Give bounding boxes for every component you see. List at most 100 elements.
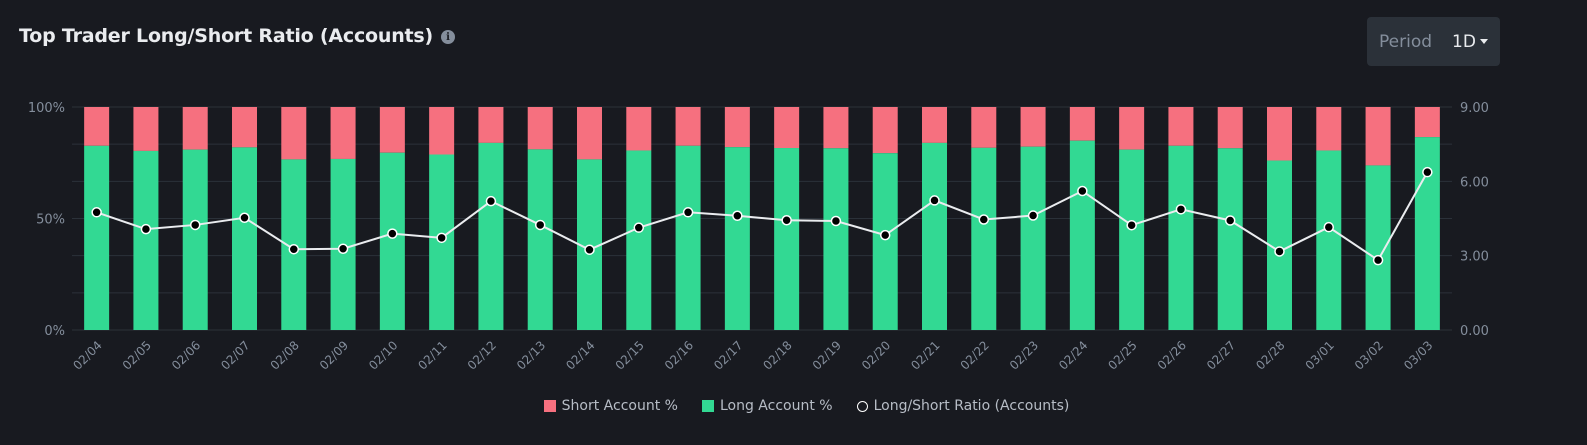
ratio-point <box>140 223 152 235</box>
bar-long <box>823 148 849 330</box>
legend-label-short: Short Account % <box>561 398 678 414</box>
x-tick-label: 02/26 <box>1155 338 1189 372</box>
bar-short <box>281 107 307 160</box>
bar-long <box>1414 137 1440 330</box>
bar-short <box>1168 107 1194 146</box>
x-tick-label: 02/25 <box>1105 338 1139 372</box>
bar-short <box>1069 107 1095 141</box>
ratio-point <box>1126 219 1137 231</box>
bar-short <box>724 107 750 148</box>
bar-short <box>232 107 257 148</box>
chart-title: Top Trader Long/Short Ratio (Accounts) <box>19 25 434 47</box>
period-selector[interactable]: Period 1D <box>1367 17 1500 66</box>
bar-short <box>429 107 455 155</box>
ratio-point <box>1422 166 1433 178</box>
x-tick-label: 02/06 <box>169 338 203 372</box>
ratio-point <box>879 229 891 241</box>
ratio-point <box>534 219 546 231</box>
ratio-point <box>1027 210 1039 221</box>
y-left-tick-label: 100% <box>28 101 65 116</box>
x-tick-label: 02/08 <box>268 338 302 372</box>
ratio-point <box>732 210 743 222</box>
chart-header: Top Trader Long/Short Ratio (Accounts) i <box>19 25 456 47</box>
y-right-tick-label: 9.00 <box>1460 101 1489 116</box>
info-icon[interactable]: i <box>441 30 456 44</box>
y-right-tick-label: 3.00 <box>1460 250 1489 265</box>
ratio-point <box>1077 185 1088 197</box>
ratio-line <box>96 171 1429 262</box>
bar-short <box>1217 107 1243 149</box>
bar-short <box>330 107 356 159</box>
ratio-point <box>485 195 497 207</box>
ratio-point <box>387 228 398 239</box>
bar-long <box>84 145 110 330</box>
bar-long <box>1316 150 1342 330</box>
legend-item-ratio[interactable]: Long/Short Ratio (Accounts) <box>856 398 1070 414</box>
ratio-point <box>978 214 990 225</box>
legend-swatch-short <box>543 400 556 412</box>
bar-short <box>1267 107 1292 161</box>
bar-short <box>1316 107 1342 151</box>
y-right-tick-label: 0.00 <box>1460 324 1489 339</box>
x-tick-label: 02/14 <box>563 338 597 372</box>
x-tick-label: 02/18 <box>760 338 794 372</box>
x-tick-label: 02/04 <box>70 338 104 372</box>
bar-short <box>922 107 947 143</box>
ratio-point <box>584 244 595 255</box>
bar-long <box>1119 149 1145 330</box>
ratio-point <box>781 214 792 226</box>
bar-long <box>232 147 257 330</box>
ratio-point <box>830 215 842 227</box>
ratio-point <box>1274 246 1285 257</box>
ratio-point <box>1224 215 1236 226</box>
x-tick-label: 02/16 <box>662 338 696 372</box>
x-tick-label: 02/21 <box>908 338 942 372</box>
x-tick-label: 02/15 <box>613 338 647 372</box>
bar-long <box>1365 165 1391 330</box>
bar-long <box>1168 145 1194 330</box>
bar-long <box>922 142 947 330</box>
legend-swatch-long <box>701 400 714 412</box>
bar-short <box>1020 107 1046 147</box>
bar-long <box>133 150 159 330</box>
bar-long <box>478 142 504 330</box>
ratio-point <box>436 232 447 244</box>
bar-long <box>1069 140 1095 330</box>
chart-legend: Short Account % Long Account % Long/Shor… <box>0 398 1587 414</box>
x-tick-label: 03/02 <box>1352 338 1386 372</box>
bar-long <box>182 149 208 330</box>
bar-short <box>626 107 652 151</box>
x-tick-label: 02/11 <box>415 338 449 372</box>
ratio-point <box>288 243 300 255</box>
bar-short <box>872 107 898 154</box>
ratio-point <box>1323 221 1335 233</box>
ratio-point <box>929 195 940 206</box>
bar-short <box>379 107 405 153</box>
bar-long <box>626 150 652 330</box>
x-tick-label: 02/17 <box>711 338 745 372</box>
legend-item-long[interactable]: Long Account % <box>701 398 833 414</box>
legend-label-ratio: Long/Short Ratio (Accounts) <box>873 398 1070 414</box>
legend-item-short[interactable]: Short Account % <box>543 398 678 414</box>
bar-long <box>872 153 898 330</box>
bar-long <box>379 152 405 330</box>
bar-short <box>478 107 504 143</box>
period-value: 1D <box>1452 31 1476 52</box>
bar-long <box>774 148 800 330</box>
bar-long <box>675 145 701 330</box>
bar-long <box>724 147 750 330</box>
x-tick-label: 02/24 <box>1056 338 1090 372</box>
bar-long <box>1020 146 1046 330</box>
x-tick-label: 02/19 <box>810 338 844 372</box>
ratio-point <box>1372 254 1384 266</box>
period-dropdown[interactable]: 1D <box>1452 32 1488 52</box>
x-tick-label: 02/09 <box>317 338 351 372</box>
bar-short <box>527 107 553 150</box>
legend-label-long: Long Account % <box>719 398 833 414</box>
x-tick-label: 02/20 <box>859 338 893 372</box>
bar-short <box>774 107 800 149</box>
bar-short <box>823 107 849 149</box>
y-left-tick-label: 0% <box>44 324 65 339</box>
x-tick-label: 02/23 <box>1007 338 1041 372</box>
y-left-tick-label: 50% <box>36 213 65 228</box>
